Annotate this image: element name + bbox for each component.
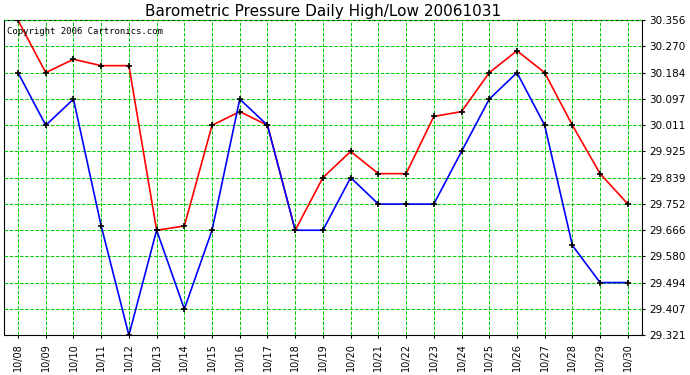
Text: Copyright 2006 Cartronics.com: Copyright 2006 Cartronics.com <box>8 27 164 36</box>
Title: Barometric Pressure Daily High/Low 20061031: Barometric Pressure Daily High/Low 20061… <box>145 4 501 19</box>
